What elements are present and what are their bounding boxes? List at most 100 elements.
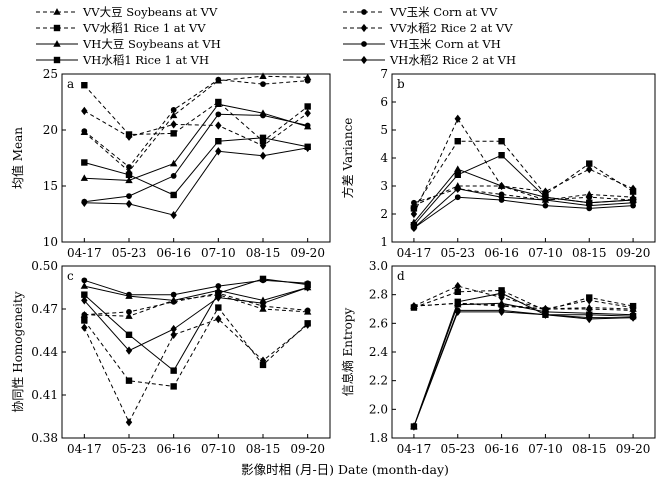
x-tick-label: 09-20	[290, 442, 325, 456]
y-tick-label: 7	[380, 67, 388, 81]
data-point	[81, 291, 88, 298]
series-line	[413, 185, 634, 207]
y-tick-label: 1.8	[369, 431, 388, 445]
data-point	[410, 422, 418, 431]
y-tick-label: 0.44	[31, 345, 58, 359]
chart-panel-a: a 10 15 20 25 04-17 05-23 06-16 07-10 08-15 09-20 均…	[10, 67, 331, 260]
data-point	[215, 314, 222, 324]
chart-panel-c: c 0.38 0.41 0.44 0.47 0.50 04-17 05-23 06-16 07-1…	[10, 259, 331, 456]
x-tick-label: 04-17	[67, 246, 102, 260]
series	[410, 152, 637, 229]
data-point	[170, 130, 177, 137]
data-point	[170, 330, 177, 339]
data-point	[215, 111, 222, 118]
legend-label: VH大豆 Soybeans at VH	[82, 37, 221, 51]
legend-label: VH水稻2 Rice 2 at VH	[389, 53, 516, 67]
series	[410, 307, 637, 431]
data-point	[498, 152, 505, 159]
series	[410, 184, 637, 233]
data-point	[81, 296, 88, 305]
data-point	[304, 307, 311, 314]
data-point	[304, 143, 311, 153]
data-point	[586, 201, 593, 210]
x-axis-title: 影像时相 (月-日) Date (month-day)	[241, 462, 449, 477]
data-point	[125, 176, 133, 184]
legend-marker	[361, 41, 367, 47]
x-tick-label: 05-23	[440, 442, 475, 456]
data-point	[454, 184, 461, 193]
data-point	[629, 198, 637, 207]
y-tick-label: 20	[43, 123, 58, 137]
series-line	[83, 84, 309, 142]
plot-frame	[391, 265, 656, 439]
data-point	[215, 147, 222, 156]
series-line	[413, 302, 634, 311]
legend-item: VV玉米 Corn at VV	[343, 5, 498, 19]
y-tick-label: 6	[380, 95, 388, 109]
data-point	[586, 160, 593, 167]
x-tick-label: 07-10	[201, 442, 236, 456]
legend-marker	[53, 40, 61, 47]
data-point	[542, 202, 549, 209]
series	[81, 76, 311, 170]
series	[410, 287, 637, 314]
panel-tag: b	[397, 77, 405, 91]
data-point	[259, 141, 267, 150]
data-point	[304, 320, 311, 329]
series-line	[413, 302, 634, 427]
y-tick-label: 0.38	[31, 431, 58, 445]
data-point	[170, 367, 177, 374]
y-tick-label: 2.8	[369, 288, 388, 302]
chart-panel-b: b 1 2 3 4 5 6 7 04-17 05-23 06-16 07-10 08-15 09-20 方差…	[340, 67, 656, 260]
legend-label: VV玉米 Corn at VV	[389, 5, 498, 19]
data-point	[125, 171, 133, 178]
data-point	[304, 283, 311, 292]
x-tick-label: 05-23	[440, 246, 475, 260]
data-point	[215, 293, 222, 302]
series-line	[83, 287, 308, 352]
series-line	[84, 279, 308, 296]
data-point	[586, 165, 593, 174]
data-point	[170, 191, 177, 199]
series-line	[84, 292, 308, 316]
series	[81, 143, 311, 220]
legend-label: VH玉米 Corn at VH	[389, 37, 501, 51]
data-point	[125, 199, 133, 209]
series	[410, 165, 637, 226]
data-point	[304, 103, 311, 110]
series	[81, 106, 311, 150]
series-line	[83, 306, 309, 387]
data-point	[454, 307, 461, 317]
panel-tag: a	[67, 77, 74, 91]
data-point	[498, 290, 505, 297]
data-point	[125, 331, 133, 338]
series-line	[413, 188, 634, 204]
data-point	[304, 77, 311, 84]
data-point	[304, 122, 311, 129]
data-point	[81, 82, 88, 89]
legend-marker	[53, 8, 61, 15]
data-point	[81, 106, 88, 116]
data-point	[215, 290, 222, 297]
data-point	[586, 314, 593, 324]
series-line	[84, 147, 308, 216]
series	[410, 281, 637, 314]
legend-item: VV水稻1 Rice 1 at VV	[36, 21, 206, 35]
data-point	[81, 277, 88, 284]
data-point	[125, 312, 133, 319]
data-point	[454, 288, 461, 295]
data-point	[410, 209, 418, 219]
data-point	[454, 194, 461, 201]
series-line	[413, 309, 634, 427]
data-point	[80, 282, 89, 289]
data-point	[81, 317, 88, 324]
data-point	[586, 311, 593, 318]
y-axis-title: 方差 Variance	[340, 118, 355, 199]
data-point	[260, 112, 266, 119]
data-point	[81, 159, 88, 166]
x-tick-label: 08-15	[572, 246, 607, 260]
data-point	[586, 296, 593, 305]
panel-tag: d	[397, 269, 405, 283]
